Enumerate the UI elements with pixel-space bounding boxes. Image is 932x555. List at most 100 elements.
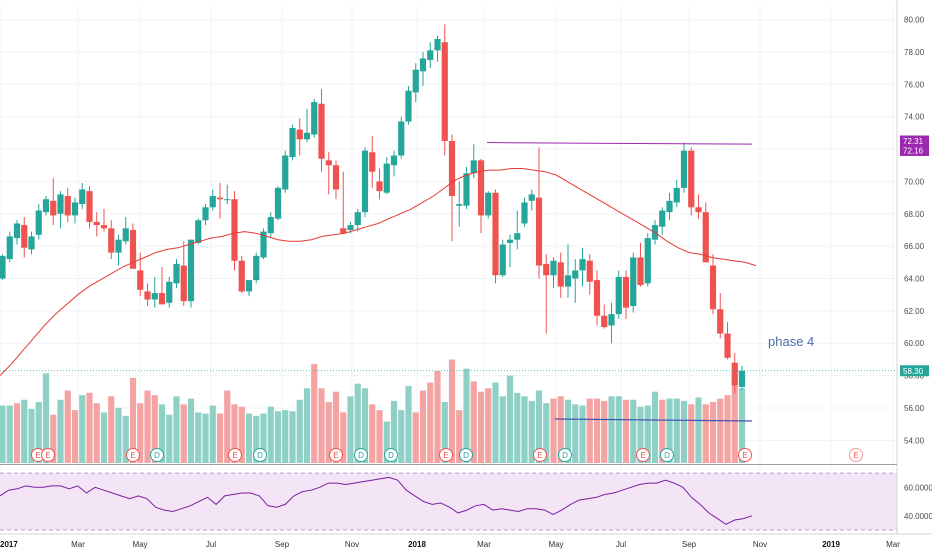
rsi-panel[interactable] <box>0 472 897 531</box>
annotation-phase-4[interactable]: phase 4 <box>768 334 814 349</box>
x-tick-label: Mar <box>886 540 900 549</box>
volume-bar <box>405 385 412 463</box>
candle-body <box>702 212 709 263</box>
candle-body <box>115 239 122 253</box>
event-marker[interactable]: D <box>354 448 368 462</box>
x-tick-label: May <box>548 540 563 549</box>
volume-bar <box>151 395 158 463</box>
volume-bar <box>231 404 238 463</box>
volume-bar <box>666 398 673 463</box>
candle-body <box>187 239 195 302</box>
event-marker[interactable]: D <box>384 448 398 462</box>
event-letter: E <box>853 451 858 460</box>
volume-bar <box>64 390 71 463</box>
event-letter: E <box>537 451 542 460</box>
candle-body <box>680 150 688 188</box>
volume-bar <box>325 402 332 463</box>
volume-bar <box>717 398 724 463</box>
volume-bar <box>209 405 216 463</box>
moving-average-line <box>0 168 757 376</box>
candle-body <box>521 202 528 224</box>
x-tick-label: 2019 <box>822 540 840 549</box>
event-circle <box>150 448 164 462</box>
moving-average <box>0 168 757 376</box>
candle-body <box>557 262 564 287</box>
event-letter: D <box>562 451 568 460</box>
price-tag-bg <box>900 365 929 377</box>
event-circle <box>459 448 473 462</box>
candle-body <box>550 260 557 276</box>
candle-body <box>412 69 419 93</box>
y-tick-label: 78.00 <box>904 48 925 57</box>
volume-bar <box>695 397 702 463</box>
volume-bar <box>354 383 361 463</box>
event-marker[interactable]: E <box>41 448 55 462</box>
event-marker[interactable]: E <box>533 448 547 462</box>
y-tick-label: 56.00 <box>904 404 925 413</box>
candles[interactable] <box>0 24 746 394</box>
volume-bar <box>180 404 187 463</box>
event-marker[interactable]: D <box>558 448 572 462</box>
event-marker[interactable]: E <box>329 448 343 462</box>
volume-bar <box>195 412 202 463</box>
trend-lines[interactable] <box>0 142 897 422</box>
candle-body <box>383 163 390 193</box>
volume-bar <box>274 411 282 463</box>
event-marker[interactable]: D <box>459 448 473 462</box>
candle-body <box>108 228 115 253</box>
candle-body <box>79 189 86 205</box>
volume-bar <box>86 392 93 463</box>
y-tick-label: 80.00 <box>904 16 925 25</box>
event-marker[interactable]: E <box>849 448 863 462</box>
volume-bar <box>318 388 325 463</box>
y-tick-label: 54.00 <box>904 436 925 445</box>
volume-bar <box>173 396 180 463</box>
volume-bar <box>21 399 28 463</box>
event-letter: D <box>154 451 160 460</box>
event-marker[interactable]: E <box>636 448 650 462</box>
event-marker[interactable]: E <box>439 448 453 462</box>
volume-bar <box>376 410 383 463</box>
volume-bar <box>448 359 456 463</box>
candle-body <box>216 197 224 200</box>
event-letter: E <box>742 451 747 460</box>
candle-body <box>673 187 680 203</box>
x-tick-label: Sep <box>682 540 697 549</box>
candle-body <box>282 155 289 190</box>
volume-bar <box>0 405 6 463</box>
event-marker[interactable]: E <box>738 448 752 462</box>
event-marker[interactable]: D <box>150 448 164 462</box>
y-tick-label: 64.00 <box>904 275 925 284</box>
volume-bar <box>303 388 311 463</box>
volume-bar <box>115 407 122 463</box>
event-circle <box>384 448 398 462</box>
event-marker[interactable]: E <box>126 448 140 462</box>
event-marker[interactable]: D <box>660 448 674 462</box>
candle-body <box>354 212 361 226</box>
volume-bar <box>108 396 115 463</box>
candle-body <box>564 275 572 287</box>
volume-bar <box>282 410 289 463</box>
x-tick-label: 2017 <box>0 540 18 549</box>
candle-body <box>253 255 260 281</box>
price-tag-label: 72.31 <box>903 137 924 146</box>
volume-bar <box>79 395 86 463</box>
event-marker[interactable]: E <box>228 448 242 462</box>
candle-body <box>463 173 470 206</box>
volume-bar <box>521 396 528 463</box>
candle-body <box>419 58 427 72</box>
volume-bar <box>202 413 209 463</box>
candle-body <box>86 191 93 222</box>
candle-body <box>659 210 666 227</box>
volume-bar <box>434 371 441 463</box>
candle-body <box>35 210 42 235</box>
volume-bar <box>572 404 579 463</box>
candle-body <box>28 236 35 250</box>
event-marker[interactable]: D <box>253 448 267 462</box>
volume-bar <box>586 398 593 463</box>
volume-bar <box>601 400 608 463</box>
candle-body <box>340 228 347 234</box>
candle-body <box>318 103 325 159</box>
